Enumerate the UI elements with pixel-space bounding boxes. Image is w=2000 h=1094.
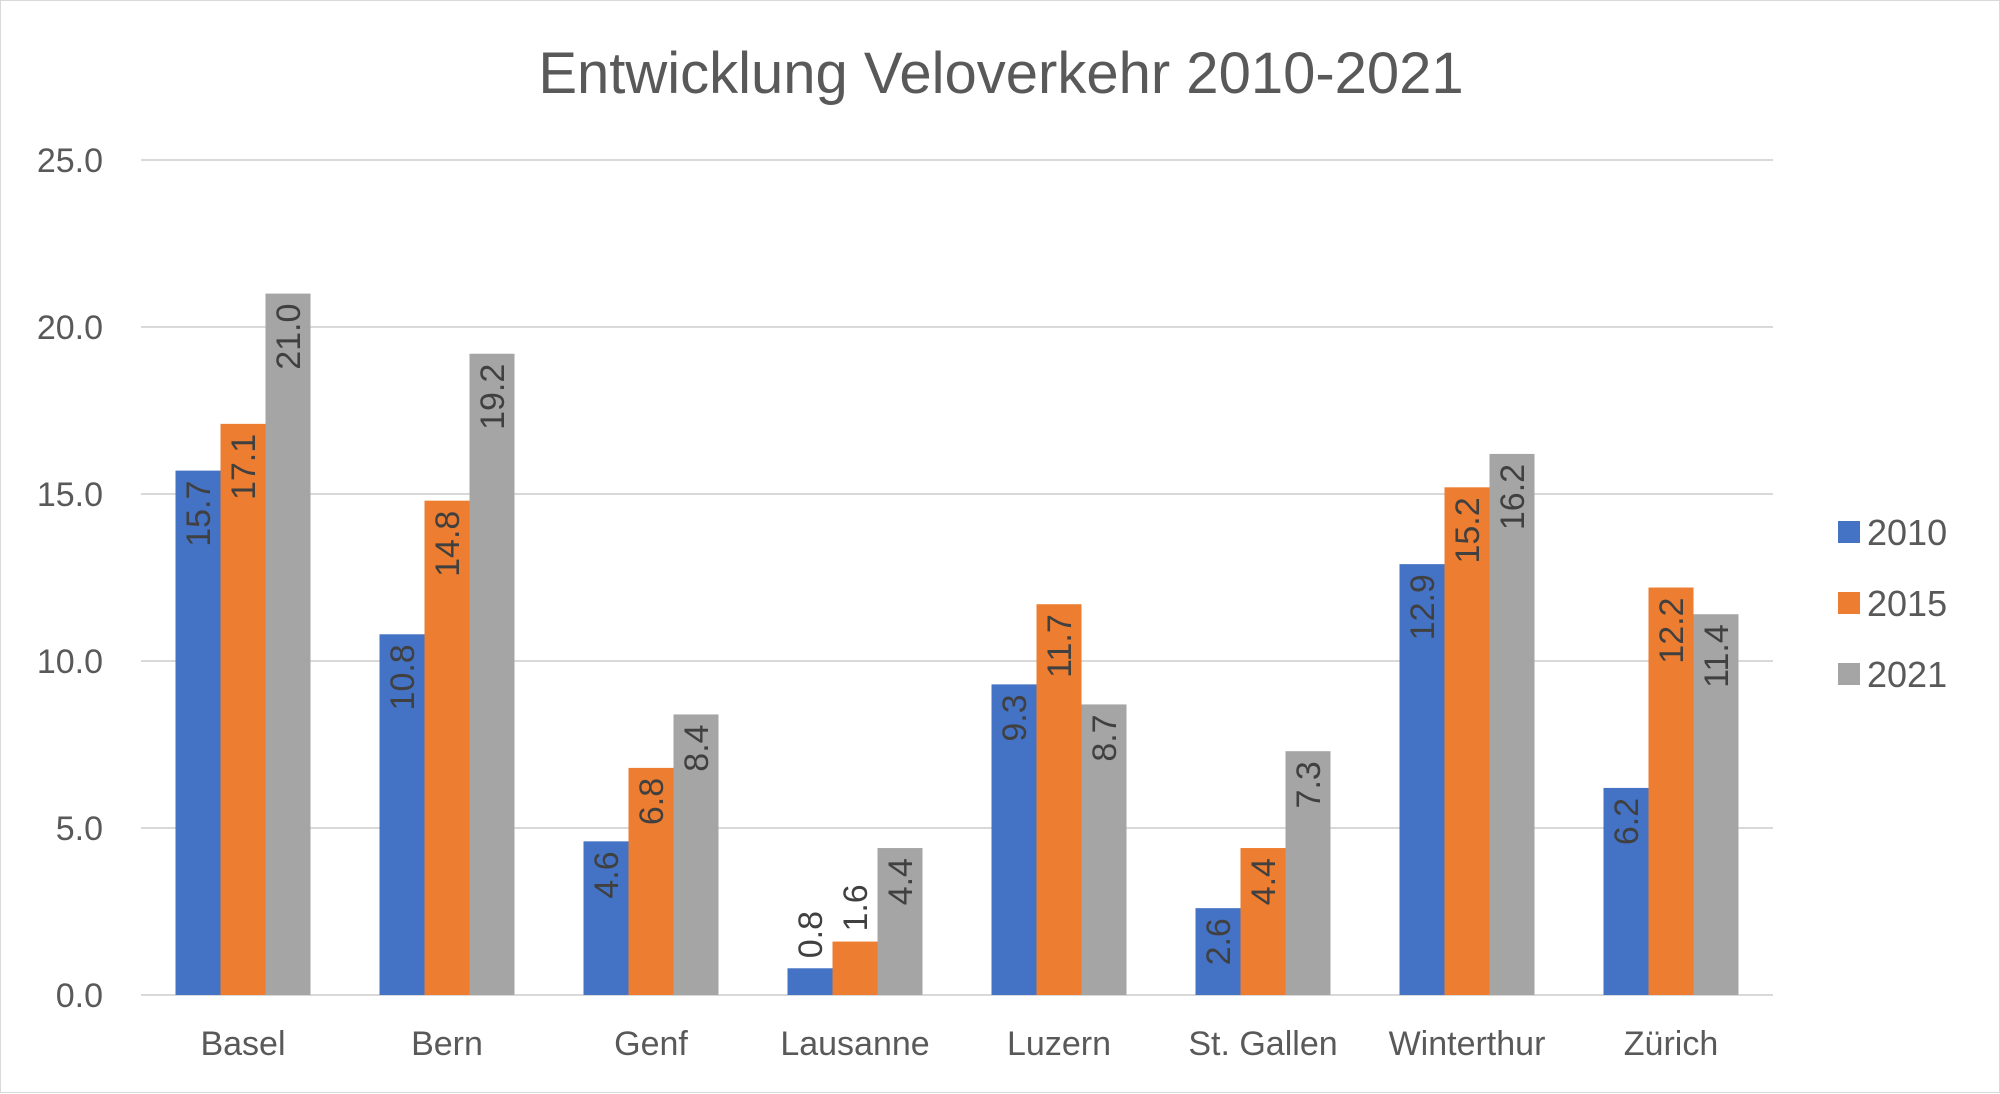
- data-label: 8.7: [1086, 714, 1124, 761]
- y-tick-label: 25.0: [37, 142, 103, 180]
- x-category-label: Genf: [614, 1025, 688, 1063]
- bar-2021: [265, 293, 311, 996]
- data-label: 15.2: [1449, 497, 1487, 563]
- data-label: 6.2: [1608, 798, 1646, 845]
- data-label: 4.6: [588, 851, 626, 898]
- legend-swatch: [1838, 663, 1860, 685]
- bar-2015: [424, 500, 470, 995]
- data-labels: 15.717.121.010.814.819.24.66.88.40.81.64…: [180, 304, 1736, 966]
- data-label: 4.4: [1245, 858, 1283, 905]
- data-label: 14.8: [429, 511, 467, 577]
- y-tick-label: 0.0: [56, 977, 103, 1015]
- data-label: 10.8: [384, 644, 422, 710]
- bar-2015: [220, 423, 266, 995]
- y-tick-label: 10.0: [37, 643, 103, 681]
- legend-swatch: [1838, 521, 1860, 543]
- bar-2015: [1648, 587, 1694, 995]
- bar-2021: [877, 848, 923, 995]
- data-label: 16.2: [1494, 464, 1532, 530]
- bar-2015: [1036, 604, 1082, 995]
- data-label: 19.2: [474, 364, 512, 430]
- legend-label: 2021: [1867, 654, 1947, 695]
- legend-swatch: [1838, 592, 1860, 614]
- data-label: 17.1: [225, 434, 263, 500]
- chart-title: Entwicklung Veloverkehr 2010-2021: [538, 41, 1463, 106]
- x-category-label: Luzern: [1007, 1025, 1111, 1063]
- legend: 2010 2015 2021: [1838, 512, 1947, 695]
- bar-2021: [1081, 704, 1127, 995]
- bar-2010: [787, 968, 833, 995]
- data-label: 11.4: [1698, 624, 1736, 688]
- bar-2010: [991, 684, 1037, 995]
- bar-2010: [583, 841, 629, 995]
- data-label: 9.3: [996, 694, 1034, 741]
- legend-label: 2010: [1867, 512, 1947, 553]
- bar-2021: [1285, 751, 1331, 995]
- data-label: 11.7: [1041, 614, 1079, 678]
- bar-2021: [1693, 614, 1739, 995]
- x-category-label: Zürich: [1624, 1025, 1718, 1063]
- bar-2010: [1399, 564, 1445, 995]
- x-axis-categories: Basel Bern Genf Lausanne Luzern St. Gallen Win…: [200, 1025, 1718, 1063]
- y-tick-label: 15.0: [37, 476, 103, 514]
- data-label: 0.8: [792, 911, 830, 958]
- data-label: 7.3: [1290, 761, 1328, 808]
- bar-2015: [1240, 848, 1286, 995]
- bar-2021: [1489, 453, 1535, 995]
- data-label: 1.6: [837, 884, 875, 931]
- data-label: 4.4: [882, 858, 920, 905]
- x-category-label: Bern: [411, 1025, 483, 1063]
- bar-2015: [628, 767, 674, 995]
- x-category-label: St. Gallen: [1188, 1025, 1337, 1063]
- x-category-label: Winterthur: [1389, 1025, 1546, 1063]
- data-label: 2.6: [1200, 918, 1238, 965]
- data-label: 12.2: [1653, 598, 1691, 664]
- legend-label: 2015: [1867, 583, 1947, 624]
- bar-2010: [379, 634, 425, 995]
- data-label: 12.9: [1404, 574, 1442, 640]
- bar-2010: [1195, 908, 1241, 995]
- bar-2010: [1603, 787, 1649, 995]
- bar-2015: [832, 941, 878, 995]
- y-tick-label: 5.0: [56, 810, 103, 848]
- data-label: 6.8: [633, 778, 671, 825]
- y-tick-label: 20.0: [37, 309, 103, 347]
- bar-2010: [175, 470, 221, 995]
- data-label: 21.0: [270, 304, 308, 370]
- data-label: 15.7: [180, 481, 218, 547]
- data-label: 8.4: [678, 724, 716, 771]
- y-axis-ticks: 0.0 5.0 10.0 15.0 20.0 25.0: [37, 142, 103, 1015]
- bars: [175, 293, 1739, 996]
- x-category-label: Basel: [200, 1025, 285, 1063]
- bar-2021: [469, 353, 515, 996]
- x-category-label: Lausanne: [780, 1025, 929, 1063]
- bar-2021: [673, 714, 719, 995]
- bar-2015: [1444, 487, 1490, 995]
